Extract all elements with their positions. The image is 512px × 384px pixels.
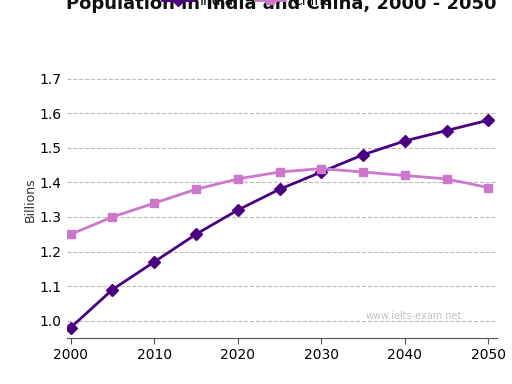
China xyxy=(318,166,324,171)
China xyxy=(360,170,366,174)
Line: India: India xyxy=(67,116,493,332)
India xyxy=(318,170,324,174)
India xyxy=(402,139,408,143)
Text: www.ielts-exam.net: www.ielts-exam.net xyxy=(366,311,462,321)
India xyxy=(234,208,241,212)
China xyxy=(402,173,408,178)
China xyxy=(443,177,450,181)
India xyxy=(151,260,157,264)
China xyxy=(485,185,492,190)
China xyxy=(193,187,199,192)
India xyxy=(110,287,116,292)
India xyxy=(443,128,450,133)
India xyxy=(485,118,492,122)
India xyxy=(193,232,199,237)
India xyxy=(276,187,283,192)
Y-axis label: Billions: Billions xyxy=(24,177,37,222)
China xyxy=(110,215,116,219)
Legend: India, China: India, China xyxy=(162,0,332,8)
China xyxy=(234,177,241,181)
India xyxy=(360,152,366,157)
India xyxy=(68,325,74,330)
Title: Population in India and China, 2000 - 2050: Population in India and China, 2000 - 20… xyxy=(67,0,497,13)
China xyxy=(68,232,74,237)
China xyxy=(151,201,157,205)
China xyxy=(276,170,283,174)
Line: China: China xyxy=(67,164,493,238)
